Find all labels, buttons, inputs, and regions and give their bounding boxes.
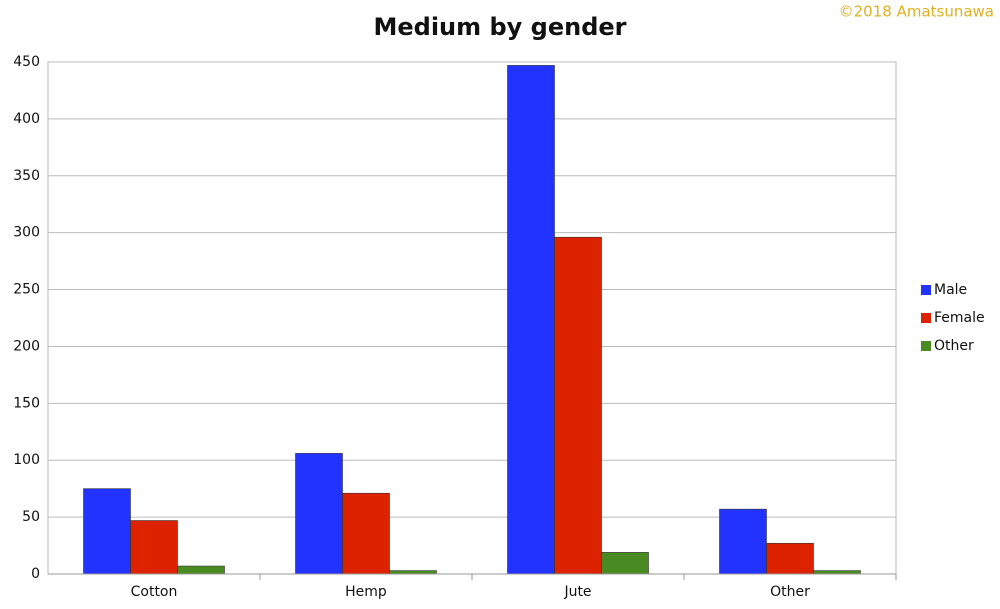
x-tick-label: Other: [770, 584, 810, 600]
chart-title: Medium by gender: [373, 13, 626, 41]
legend-label: Other: [934, 338, 974, 354]
bar: [83, 488, 131, 575]
y-tick-label: 50: [22, 509, 40, 525]
bar: [177, 565, 225, 575]
y-tick-label: 450: [13, 54, 40, 70]
y-tick-label: 250: [13, 282, 40, 298]
bar: [130, 520, 178, 575]
bar: [766, 542, 814, 575]
bar: [295, 453, 343, 575]
bar: [813, 570, 861, 575]
bar: [389, 570, 437, 575]
x-tick-label: Hemp: [345, 584, 387, 600]
y-tick-label: 150: [13, 395, 40, 411]
bar: [601, 552, 649, 575]
bar: [507, 65, 555, 575]
y-tick-label: 300: [13, 225, 40, 241]
bar: [719, 508, 767, 575]
legend-label: Female: [934, 310, 985, 326]
legend-swatch: [921, 313, 931, 323]
y-tick-label: 200: [13, 338, 40, 354]
credit: ©2018 Amatsunawa: [839, 3, 994, 21]
bar: [554, 236, 602, 575]
legend-swatch: [921, 285, 931, 295]
y-tick-label: 400: [13, 111, 40, 127]
y-tick-label: 100: [13, 452, 40, 468]
x-tick-label: Jute: [563, 584, 591, 600]
legend-swatch: [921, 341, 931, 351]
x-tick-label: Cotton: [131, 584, 178, 600]
bar: [342, 492, 390, 575]
y-tick-label: 0: [31, 566, 40, 582]
legend-label: Male: [934, 282, 967, 298]
y-tick-label: 350: [13, 168, 40, 184]
